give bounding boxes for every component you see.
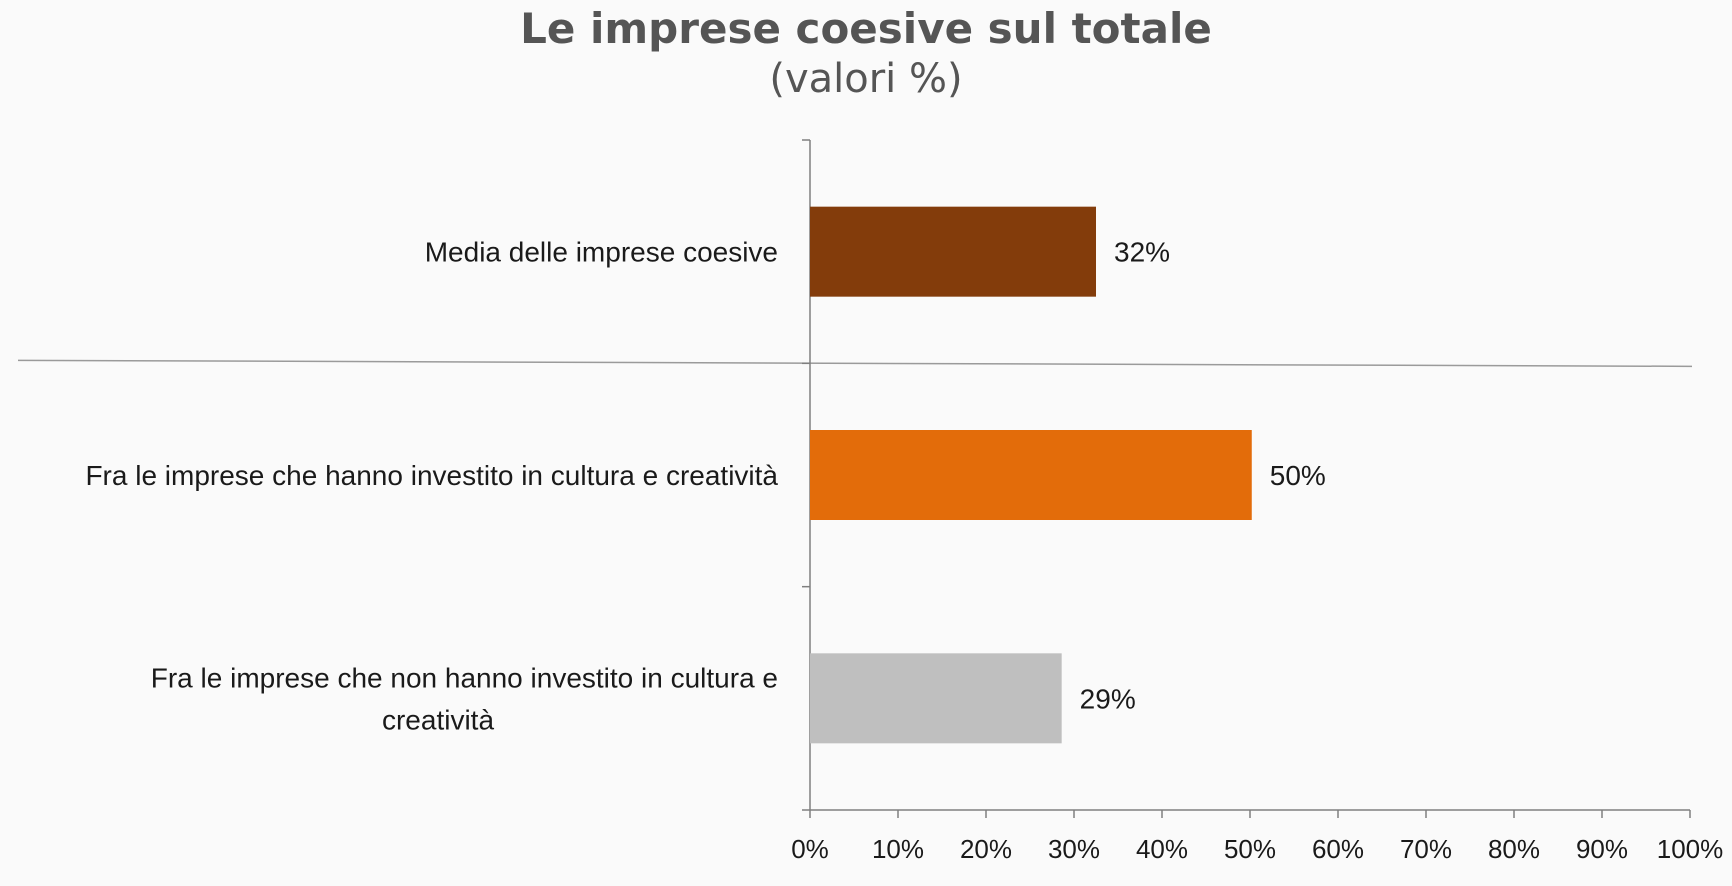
- category-label: Media delle imprese coesive: [425, 237, 778, 268]
- x-tick-label: 100%: [1657, 834, 1724, 864]
- x-tick-label: 50%: [1224, 834, 1276, 864]
- category-label: Fra le imprese che hanno investito in cu…: [85, 460, 778, 491]
- x-tick-label: 90%: [1576, 834, 1628, 864]
- bar: [810, 653, 1062, 744]
- x-tick-label: 40%: [1136, 834, 1188, 864]
- chart-title: Le imprese coesive sul totale: [520, 4, 1212, 53]
- separator-line: [17, 359, 1693, 368]
- data-label: 32%: [1114, 237, 1170, 268]
- x-tick-label: 70%: [1400, 834, 1452, 864]
- data-label: 29%: [1080, 683, 1136, 714]
- category-label: Fra le imprese che non hanno investito i…: [151, 662, 778, 693]
- data-label: 50%: [1270, 460, 1326, 491]
- chart-subtitle: (valori %): [769, 56, 963, 102]
- x-tick-label: 10%: [872, 834, 924, 864]
- bar: [810, 206, 1096, 297]
- x-tick-label: 30%: [1048, 834, 1100, 864]
- x-tick-label: 60%: [1312, 834, 1364, 864]
- x-tick-label: 0%: [791, 834, 829, 864]
- category-label: creatività: [382, 704, 494, 735]
- x-tick-label: 80%: [1488, 834, 1540, 864]
- bar: [810, 430, 1252, 520]
- x-tick-label: 20%: [960, 834, 1012, 864]
